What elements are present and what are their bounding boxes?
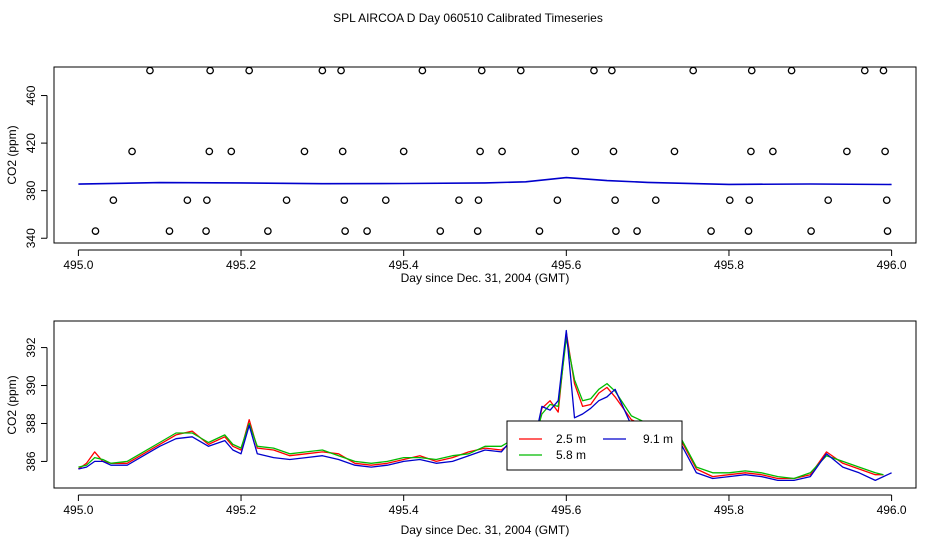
plot-frame — [53, 320, 917, 489]
y-tick-label: 388 — [24, 413, 38, 433]
scatter-point — [590, 66, 598, 75]
scatter-point — [474, 196, 483, 205]
scatter-panel: 495.0 495.2 495.4 495.6 495.8 496.0 340 380 420 4… — [5, 66, 917, 285]
line-panel: 495.0 495.2 495.4 495.6 495.8 496.0 386 388 390 3… — [5, 320, 917, 537]
scatter-point — [227, 147, 236, 156]
x-tick-label: 496.0 — [877, 503, 907, 517]
scatter-point — [881, 147, 889, 156]
scatter-point — [205, 147, 214, 156]
scatter-point — [477, 66, 486, 75]
scatter-point — [879, 66, 888, 75]
x-tick-label: 495.2 — [226, 258, 256, 272]
scatter-point — [633, 227, 641, 235]
scatter-point — [282, 196, 291, 205]
scatter-point — [363, 227, 371, 235]
x-tick-label: 496.0 — [877, 258, 907, 272]
scatter-point — [612, 227, 620, 235]
scatter-point — [206, 66, 214, 75]
scatter-point — [340, 196, 349, 205]
scatter-point — [689, 66, 698, 75]
x-tick-label: 495.8 — [714, 503, 744, 517]
scatter-point — [498, 147, 506, 156]
scatter-point — [608, 66, 616, 75]
series-line-9-1-m — [78, 329, 892, 482]
scatter-point — [146, 66, 154, 75]
scatter-point — [745, 196, 754, 205]
scatter-point — [91, 227, 100, 235]
scatter-point — [341, 227, 349, 235]
legend-box — [506, 420, 683, 471]
scatter-point — [670, 147, 679, 156]
legend-label-9-1m: 9.1 m — [643, 432, 673, 446]
scatter-point — [535, 227, 544, 235]
y-tick-label: 460 — [24, 85, 38, 105]
x-tick-label: 495.4 — [389, 503, 419, 517]
figure-title: SPL AIRCOA D Day 060510 Calibrated Times… — [333, 11, 603, 25]
x-axis-label: Day since Dec. 31, 2004 (GMT) — [401, 271, 570, 285]
scatter-point — [473, 227, 482, 235]
y-tick-label: 420 — [24, 133, 38, 153]
series-line-5-8-m — [78, 337, 884, 480]
y-tick-label: 340 — [24, 228, 38, 248]
scatter-point — [807, 227, 815, 235]
x-tick-label: 495.0 — [63, 503, 93, 517]
scatter-point — [707, 227, 715, 235]
x-tick-label: 495.2 — [226, 503, 256, 517]
scatter-point — [860, 66, 869, 75]
scatter-point — [264, 227, 272, 235]
y-tick-label: 390 — [24, 375, 38, 395]
scatter-point — [611, 196, 619, 205]
scatter-point — [318, 66, 327, 75]
series-line-overlay — [78, 176, 892, 186]
x-tick-label: 495.8 — [714, 258, 744, 272]
scatter-point — [381, 196, 390, 205]
scatter-point — [202, 227, 210, 235]
scatter-point — [399, 147, 408, 156]
legend-label-2-5m: 2.5 m — [556, 432, 586, 446]
scatter-point — [769, 147, 777, 156]
scatter-point — [436, 227, 445, 235]
scatter-point — [882, 196, 891, 205]
x-axis-label: Day since Dec. 31, 2004 (GMT) — [401, 523, 570, 537]
x-tick-label: 495.6 — [551, 258, 581, 272]
scatter-point — [109, 196, 118, 205]
scatter-point — [245, 66, 254, 75]
scatter-point — [571, 147, 580, 156]
scatter-point — [476, 147, 484, 156]
scatter-point — [747, 66, 756, 75]
scatter-point — [883, 227, 892, 235]
scatter-point — [337, 66, 345, 75]
scatter-point — [165, 227, 174, 235]
y-tick-label: 392 — [24, 337, 38, 357]
legend-label-5-8m: 5.8 m — [556, 448, 586, 462]
scatter-point — [609, 147, 618, 156]
scatter-point — [747, 147, 755, 156]
scatter-point — [183, 196, 192, 205]
scatter-point — [651, 196, 660, 205]
scatter-point — [203, 196, 211, 205]
y-axis-label: CO2 (ppm) — [5, 125, 19, 184]
x-tick-label: 495.6 — [551, 503, 581, 517]
scatter-point — [418, 66, 427, 75]
x-tick-label: 495.0 — [63, 258, 93, 272]
plot-frame — [53, 66, 917, 244]
scatter-point — [787, 66, 796, 75]
scatter-point — [300, 147, 309, 156]
scatter-point — [455, 196, 463, 205]
legend: 2.5 m 5.8 m 9.1 m — [506, 420, 683, 471]
y-tick-label: 386 — [24, 451, 38, 471]
series-line-2-5-m — [78, 331, 884, 480]
scatter-point — [338, 147, 347, 156]
scatter-point — [128, 147, 136, 156]
y-axis-label: CO2 (ppm) — [5, 375, 19, 434]
scatter-point — [843, 147, 851, 156]
y-tick-label: 380 — [24, 180, 38, 200]
scatter-point — [725, 196, 734, 205]
scatter-point — [744, 227, 753, 235]
scatter-point — [824, 196, 833, 205]
scatter-point — [516, 66, 525, 75]
scatter-point — [553, 196, 562, 205]
x-tick-label: 495.4 — [389, 258, 419, 272]
